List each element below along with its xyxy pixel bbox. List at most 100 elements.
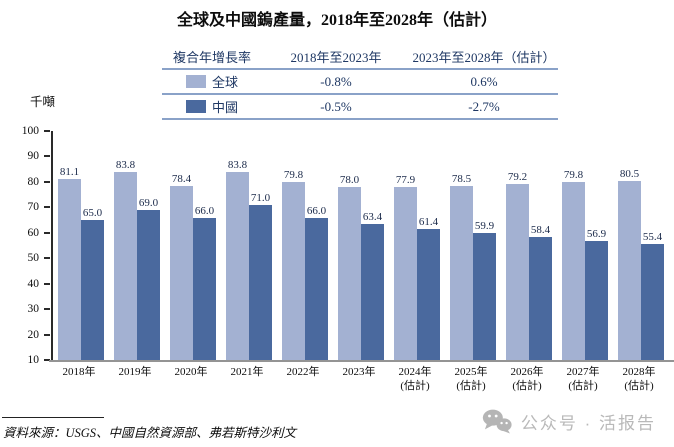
bar-with-label: 79.2 — [506, 171, 529, 360]
y-tick-label: 30 — [27, 303, 40, 316]
bar-global — [618, 180, 641, 360]
bar-with-label: 61.4 — [417, 216, 440, 360]
bar-with-label: 78.4 — [170, 173, 193, 360]
cagr-global-period2: 0.6% — [470, 73, 498, 89]
y-tick-mark — [44, 206, 50, 209]
bar-value-label: 66.0 — [306, 204, 327, 217]
x-tick-label: 2026年 (估計) — [510, 366, 544, 393]
y-tick-mark — [44, 333, 50, 336]
y-tick-mark — [44, 359, 50, 361]
bar-value-label: 81.1 — [59, 166, 80, 179]
bar-with-label: 77.9 — [394, 174, 417, 360]
bar-china — [137, 209, 160, 360]
bar-global — [282, 182, 305, 360]
bar-group: 81.1 65.0 — [58, 166, 104, 360]
bar-with-label: 66.0 — [305, 205, 328, 360]
bar-with-label: 78.5 — [450, 173, 473, 360]
y-tick-mark — [44, 231, 50, 234]
bar-group: 83.8 69.0 — [114, 159, 160, 360]
x-axis-line — [49, 360, 674, 362]
bar-china — [529, 236, 552, 360]
bar-with-label: 63.4 — [361, 211, 384, 360]
legend-label-china: 中國 — [211, 100, 238, 115]
legend-swatch-global — [185, 75, 206, 88]
bar-with-label: 83.8 — [226, 159, 249, 360]
bar-value-label: 77.9 — [395, 174, 416, 187]
x-axis-labels: 2018年 2019年 2020年 2021年 2022年 2023年 2024年 (估計) 2… — [51, 365, 673, 394]
x-tick-label: 2023年 — [342, 366, 376, 378]
bar-group: 79.2 58.4 — [506, 171, 552, 360]
bar-global — [450, 185, 473, 360]
x-tick-label: 2019年 — [118, 366, 152, 378]
bar-with-label: 80.5 — [618, 168, 641, 360]
y-tick-mark — [44, 180, 50, 183]
legend-swatch-china — [185, 100, 206, 113]
bar-series-container: 81.1 65.0 83.8 69.0 78.4 66.0 83.8 71.0 79.8 66.0… — [53, 131, 670, 360]
bar-global — [170, 185, 193, 360]
x-tick-label: 2028年 (估計) — [622, 366, 656, 393]
x-tick-label: 2020年 — [174, 366, 208, 378]
x-tick-label: 2022年 — [286, 366, 320, 378]
y-tick-mark — [44, 282, 50, 285]
bar-china — [417, 229, 440, 360]
bar-with-label: 59.9 — [473, 220, 496, 360]
bar-with-label: 55.4 — [641, 231, 664, 360]
bar-value-label: 63.4 — [362, 211, 383, 224]
watermark-text: 公众号 · 活报告 — [520, 413, 656, 433]
y-tick-label: 50 — [27, 252, 40, 265]
cagr-row-global: 全球 -0.8% 0.6% — [162, 70, 558, 95]
bar-value-label: 65.0 — [82, 207, 103, 220]
y-tick-mark — [44, 130, 50, 132]
cagr-header-period2: 2023年至2028年（估計） — [412, 50, 556, 65]
wechat-icon — [482, 409, 512, 434]
bar-china — [585, 240, 608, 360]
cagr-row-china: 中國 -0.5% -2.7% — [162, 95, 558, 120]
cagr-header-period1: 2018年至2023年 — [290, 50, 382, 65]
bar-with-label: 65.0 — [81, 207, 104, 360]
cagr-header-row: 複合年增長率 2018年至2023年 2023年至2028年（估計） — [162, 45, 558, 70]
bar-global — [506, 183, 529, 360]
y-tick-label: 90 — [27, 150, 40, 163]
watermark: 公众号 · 活报告 — [482, 408, 656, 434]
cagr-table: 複合年增長率 2018年至2023年 2023年至2028年（估計） 全球 -0… — [162, 45, 558, 120]
bar-global — [114, 172, 137, 360]
source-divider — [2, 417, 104, 418]
bar-value-label: 78.5 — [451, 172, 472, 185]
bar-china — [249, 204, 272, 360]
x-tick-label: 2025年 (估計) — [454, 366, 488, 393]
bar-china — [305, 217, 328, 360]
bar-with-label: 78.0 — [338, 174, 361, 360]
cagr-china-period1: -0.5% — [320, 98, 352, 114]
y-axis-unit-label: 千噸 — [30, 95, 56, 109]
bar-with-label: 58.4 — [529, 224, 552, 360]
y-tick-label: 60 — [27, 226, 40, 239]
legend-item-china: 中國 — [162, 97, 262, 116]
bar-value-label: 79.2 — [507, 170, 528, 183]
y-tick-label: 80 — [27, 175, 40, 188]
bar-group: 79.8 66.0 — [282, 169, 328, 360]
bar-group: 83.8 71.0 — [226, 159, 272, 360]
bar-value-label: 59.9 — [474, 220, 495, 233]
bar-value-label: 80.5 — [619, 167, 640, 180]
y-tick-label: 100 — [21, 125, 39, 137]
bar-group: 80.5 55.4 — [618, 168, 664, 360]
legend-label-global: 全球 — [211, 75, 238, 90]
bar-china — [473, 233, 496, 360]
bar-value-label: 79.8 — [563, 169, 584, 182]
chart-title: 全球及中國鎢產量，2018年至2028年（估計） — [176, 12, 497, 29]
bar-group: 78.5 59.9 — [450, 173, 496, 360]
bar-with-label: 69.0 — [137, 197, 160, 360]
y-tick-mark — [44, 155, 50, 158]
y-tick-label: 70 — [27, 201, 40, 214]
bar-global — [562, 182, 585, 360]
bar-group: 78.0 63.4 — [338, 174, 384, 360]
x-tick-label: 2027年 (估計) — [566, 366, 600, 393]
y-tick-label: 40 — [27, 277, 40, 290]
bar-with-label: 79.8 — [282, 169, 305, 360]
bar-value-label: 71.0 — [250, 191, 271, 204]
y-axis: 100 90 80 70 60 50 40 30 20 10 — [0, 125, 51, 366]
bar-group: 78.4 66.0 — [170, 173, 216, 360]
bar-value-label: 55.4 — [642, 231, 663, 244]
bar-group: 79.8 56.9 — [562, 169, 608, 360]
